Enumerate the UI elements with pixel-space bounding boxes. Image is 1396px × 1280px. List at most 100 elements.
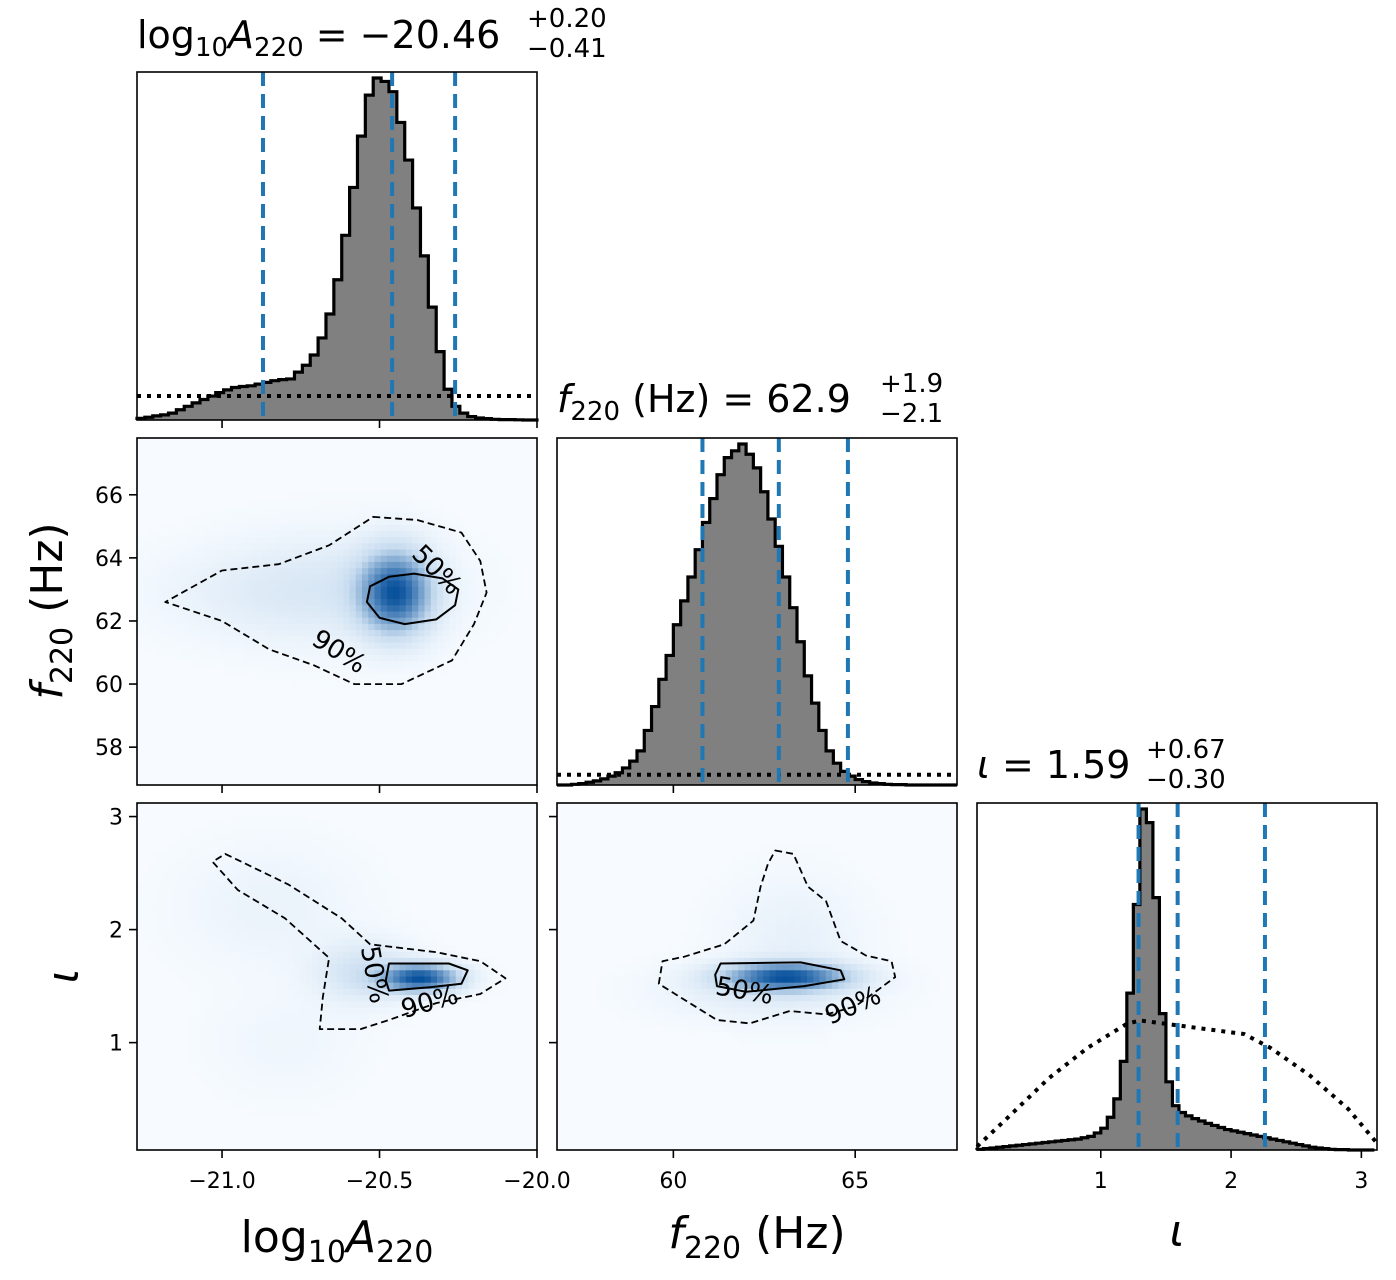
density-cell — [168, 939, 176, 947]
density-cell — [280, 1075, 288, 1083]
density-cell — [143, 908, 151, 916]
density-cell — [280, 951, 288, 959]
density-cell — [763, 852, 771, 860]
density-cell — [794, 846, 802, 854]
density-cell — [455, 988, 463, 996]
density-cell — [337, 592, 344, 600]
density-cell — [707, 933, 714, 940]
density-cell — [237, 982, 244, 990]
density-cell — [757, 1001, 764, 1009]
density-cell — [405, 939, 413, 947]
density-cell — [462, 623, 469, 631]
density-cell — [387, 599, 394, 606]
density-cell — [274, 586, 282, 594]
density-cell — [399, 661, 407, 668]
density-cell — [863, 1019, 871, 1027]
density-cell — [255, 864, 263, 872]
density-cell — [782, 895, 789, 903]
density-cell — [330, 499, 338, 507]
density-cell — [318, 920, 326, 928]
density-cell — [249, 1057, 257, 1064]
density-cell — [505, 586, 513, 594]
density-cell — [162, 945, 169, 953]
density-cell — [362, 605, 369, 613]
density-cell — [293, 1069, 301, 1077]
density-cell — [405, 642, 413, 650]
density-cell — [387, 951, 394, 959]
density-cell — [713, 1032, 721, 1040]
density-cell — [299, 667, 307, 675]
density-cell — [738, 883, 746, 891]
density-cell — [287, 976, 294, 984]
density-cell — [424, 642, 432, 650]
density-cell — [280, 611, 288, 619]
density-cell — [850, 908, 858, 916]
density-cell — [143, 623, 151, 631]
density-cell — [224, 630, 232, 637]
density-cell — [405, 661, 413, 668]
density-cell — [262, 914, 269, 922]
density-cell — [305, 895, 313, 903]
density-cell — [713, 908, 721, 916]
density-cell — [262, 605, 269, 613]
density-cell — [493, 543, 501, 551]
density-cell — [380, 617, 388, 625]
density-cell — [850, 939, 858, 947]
density-cell — [268, 877, 276, 885]
density-cell — [888, 982, 896, 990]
density-cell — [430, 648, 438, 656]
density-cell — [800, 877, 808, 885]
density-cell — [782, 1019, 789, 1027]
density-cell — [907, 1007, 914, 1015]
density-cell — [907, 988, 914, 996]
density-cell — [268, 945, 276, 953]
density-cell — [850, 889, 858, 897]
density-cell — [330, 1013, 338, 1021]
density-cell — [744, 864, 752, 872]
xtick-label-f: 65 — [841, 1169, 869, 1194]
density-cell — [638, 1019, 646, 1027]
density-cell — [249, 518, 257, 526]
density-cell — [280, 889, 288, 897]
density-cell — [875, 1019, 883, 1027]
density-cell — [293, 1088, 301, 1095]
density-cell — [193, 877, 201, 885]
density-cell — [355, 611, 363, 619]
density-cell — [274, 1094, 282, 1102]
density-cell — [249, 561, 257, 569]
density-cell — [324, 1019, 332, 1027]
hist-panel-logA: log10A220 = −20.46 +0.20 −0.41 — [135, 4, 607, 422]
density-cell — [925, 1001, 933, 1009]
density-cell — [287, 858, 294, 866]
density-cell — [913, 988, 921, 996]
density-cell — [168, 611, 176, 619]
density-cell — [380, 661, 388, 668]
density-cell — [249, 1001, 257, 1009]
density-cell — [337, 537, 344, 544]
density-cell — [312, 518, 319, 526]
density-cell — [782, 920, 789, 928]
density-cell — [274, 933, 282, 940]
density-cell — [418, 933, 426, 940]
density-cell — [480, 995, 488, 1002]
density-cell — [418, 926, 426, 934]
density-cell — [349, 499, 357, 507]
density-cell — [324, 518, 332, 526]
density-cell — [405, 537, 413, 544]
hist-f — [557, 438, 957, 787]
density-cell — [224, 995, 232, 1002]
density-cell — [819, 889, 827, 897]
density-cell — [782, 1038, 789, 1046]
density-cell — [243, 945, 251, 953]
density-cell — [368, 951, 376, 959]
density-cell — [750, 902, 758, 909]
density-cell — [725, 1013, 733, 1021]
density-cell — [224, 945, 232, 953]
density-cell — [349, 549, 357, 557]
density-cell — [405, 524, 413, 532]
density-cell — [757, 1019, 764, 1027]
density-cell — [393, 537, 401, 544]
density-cell — [324, 995, 332, 1002]
hist-bar-iota — [1289, 1143, 1297, 1150]
density-cell — [844, 995, 852, 1002]
